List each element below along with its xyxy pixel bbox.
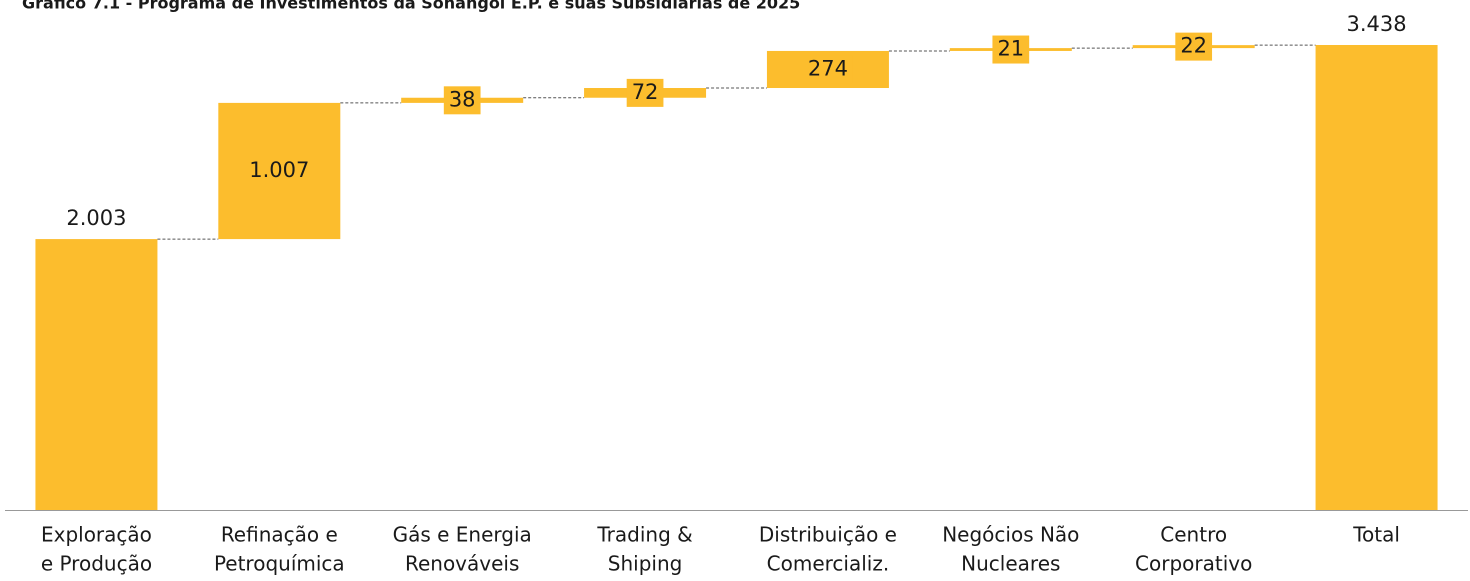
value-label: 72 — [632, 80, 659, 104]
x-tick-label: Total — [1352, 523, 1400, 547]
x-tick-label: Centro — [1160, 523, 1227, 547]
x-tick-label: Shiping — [608, 552, 683, 576]
value-label: 22 — [1180, 34, 1207, 58]
x-tick-label: Renováveis — [405, 552, 519, 576]
label-box — [802, 55, 853, 84]
bar — [218, 102, 341, 240]
value-label: 274 — [808, 56, 848, 80]
x-tick-label: Gás e Energia — [393, 523, 532, 547]
x-tick-label: Distribuição e — [759, 523, 897, 547]
value-label: 1.007 — [249, 158, 309, 182]
x-tick-label: Nucleares — [961, 552, 1060, 576]
x-tick-label: Petroquímica — [214, 552, 345, 576]
x-tick-label: Trading & — [596, 523, 692, 547]
x-tick-label: e Produção — [41, 552, 152, 576]
label-box — [992, 35, 1030, 64]
value-label: 2.003 — [66, 206, 126, 230]
value-label: 38 — [449, 87, 476, 111]
label-box — [443, 86, 481, 115]
x-tick-label: Corporativo — [1135, 552, 1252, 576]
x-tick-label: Comercializ. — [767, 552, 890, 576]
bar — [1315, 45, 1438, 510]
chart-title: Gráfico 7.1 - Programa de Investimentos … — [22, 0, 800, 13]
value-label: 3.438 — [1347, 12, 1407, 36]
x-tick-label: Negócios Não — [942, 523, 1079, 547]
x-tick-label: Exploração — [41, 523, 152, 547]
label-box — [1175, 32, 1213, 61]
x-tick-label: Refinação e — [221, 523, 338, 547]
value-label: 21 — [997, 37, 1024, 61]
label-box — [626, 78, 664, 107]
bar — [35, 239, 158, 510]
